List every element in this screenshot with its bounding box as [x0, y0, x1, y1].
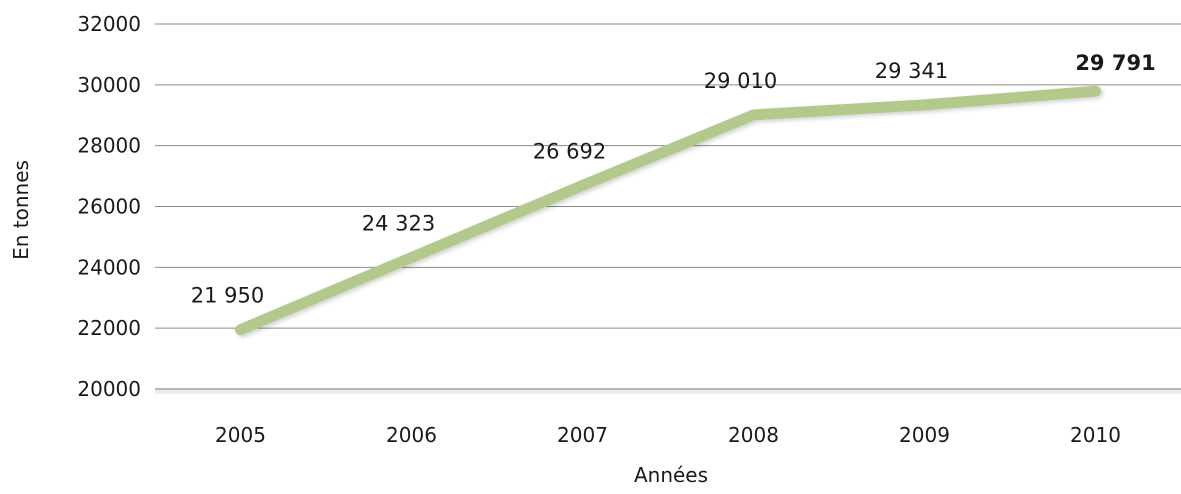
x-axis-ticks: 2005 2006 2007 2008 2009 2010: [215, 423, 1121, 447]
y-axis-title: En tonnes: [9, 160, 33, 260]
y-tick-label: 20000: [77, 377, 141, 401]
data-label: 29 791: [1075, 51, 1155, 75]
y-tick-label: 26000: [77, 195, 141, 219]
y-tick-label: 28000: [77, 134, 141, 158]
data-label: 24 323: [362, 212, 435, 236]
y-axis-ticks: 20000 22000 24000 26000 28000 30000 32000: [77, 12, 141, 401]
x-axis-shadow: [155, 390, 1181, 394]
x-tick-label: 2010: [1070, 423, 1121, 447]
series-line: [235, 85, 1101, 336]
data-labels: 21 950 24 323 26 692 29 010 29 341 29 791: [191, 51, 1156, 307]
x-axis-title: Années: [634, 463, 708, 487]
data-label: 26 692: [533, 139, 606, 163]
x-tick-label: 2008: [728, 423, 779, 447]
y-tick-label: 24000: [77, 255, 141, 279]
series-group: [235, 85, 1101, 336]
x-tick-label: 2005: [215, 423, 266, 447]
y-tick-label: 32000: [77, 12, 141, 36]
y-tick-label: 22000: [77, 316, 141, 340]
x-axis: [155, 388, 1181, 394]
x-tick-label: 2006: [386, 423, 437, 447]
gridlines: [155, 23, 1181, 329]
data-label: 29 010: [704, 69, 777, 93]
data-label: 29 341: [875, 59, 948, 83]
x-tick-label: 2009: [899, 423, 950, 447]
y-tick-label: 30000: [77, 73, 141, 97]
x-tick-label: 2007: [557, 423, 608, 447]
data-label: 21 950: [191, 284, 264, 308]
